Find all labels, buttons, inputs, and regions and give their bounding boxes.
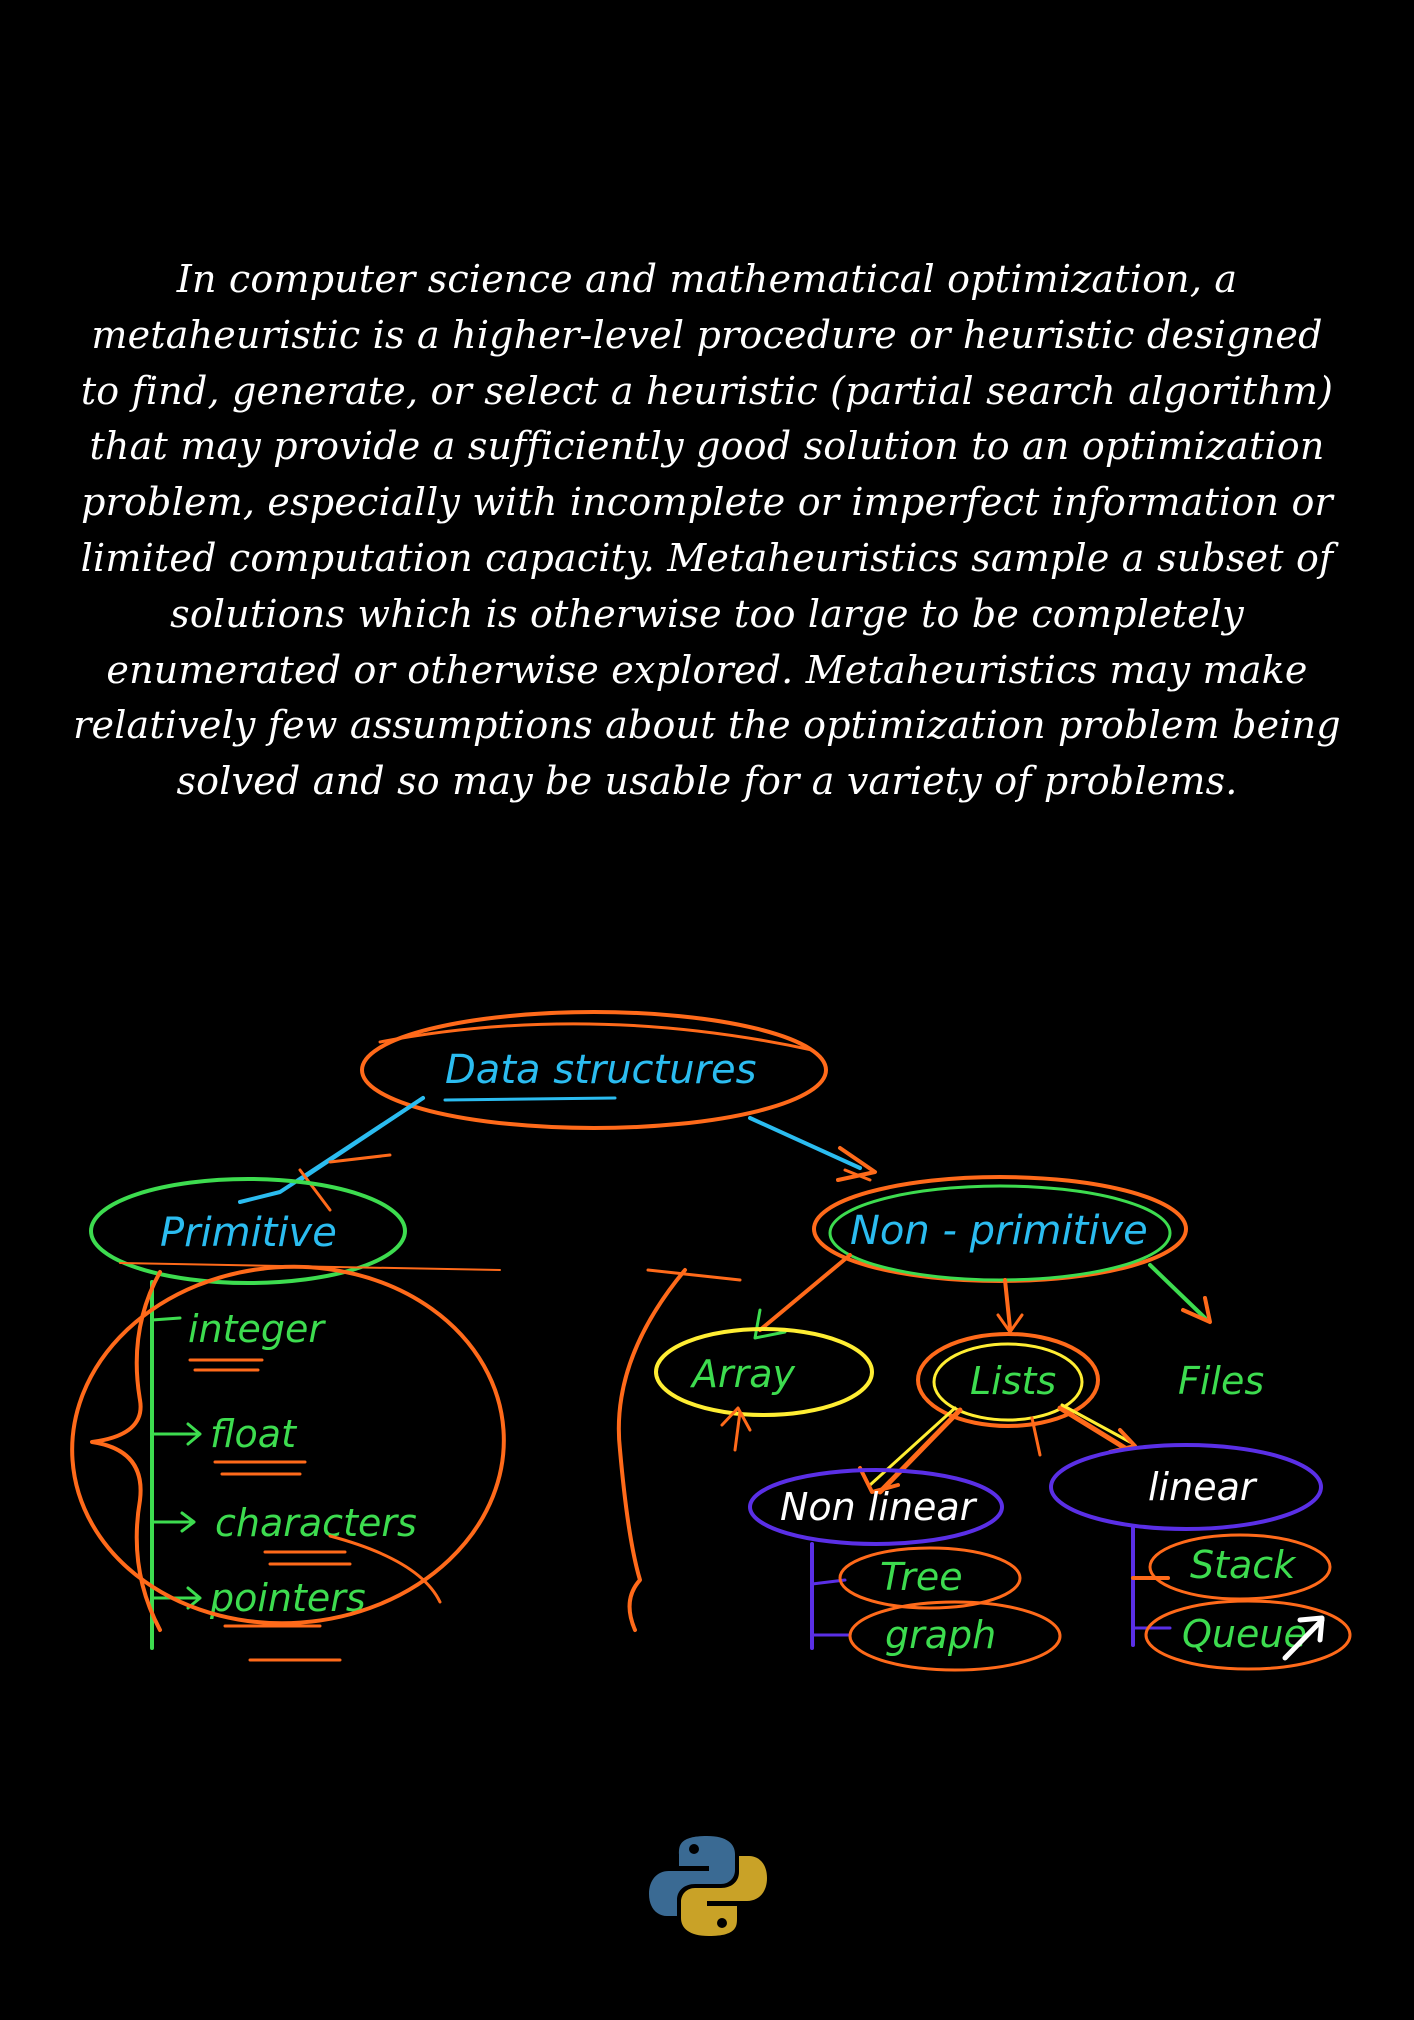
- edge-root-primitive: [238, 1096, 425, 1212]
- python-logo-icon: [649, 1836, 767, 1936]
- edge-root-nonprimitive: [748, 1116, 877, 1182]
- root-label: Data structures: [445, 1047, 756, 1093]
- linear-node: linear Stack Queue: [1049, 1443, 1352, 1671]
- files-node: Files: [1178, 1359, 1264, 1403]
- files-label: Files: [1178, 1359, 1264, 1403]
- lists-node: Lists: [916, 1332, 1100, 1428]
- linear-item: Stack: [1190, 1543, 1297, 1587]
- primitive-item: float: [210, 1412, 298, 1456]
- edge-nonprimitive-children: [753, 1253, 1212, 1340]
- linear-label: linear: [1148, 1465, 1258, 1509]
- array-node: Array: [654, 1327, 874, 1452]
- lists-label: Lists: [970, 1359, 1056, 1403]
- nonprimitive-label: Non - primitive: [850, 1208, 1148, 1254]
- root-node: Data structures: [360, 1010, 828, 1130]
- primitive-item: characters: [215, 1501, 417, 1545]
- data-structures-diagram: Data structures Primitive: [70, 1010, 1352, 1672]
- primitive-item: pointers: [209, 1576, 366, 1620]
- nonprimitive-bracket: [616, 1268, 742, 1632]
- intro-paragraph: In computer science and mathematical opt…: [73, 257, 1341, 804]
- nonlinear-label: Non linear: [780, 1485, 978, 1529]
- nonprimitive-node: Non - primitive: [812, 1175, 1188, 1283]
- array-label: Array: [689, 1352, 796, 1396]
- nonlinear-node: Non linear Tree graph: [748, 1468, 1062, 1672]
- nonlinear-item: Tree: [880, 1555, 963, 1599]
- primitive-item: integer: [188, 1307, 326, 1351]
- linear-item: Queue: [1182, 1612, 1307, 1656]
- primitive-items-group: integer float characters pointers: [70, 1264, 506, 1662]
- arrow-cursor-icon: [1282, 1615, 1325, 1661]
- nonlinear-item: graph: [885, 1613, 996, 1657]
- edge-lists-children: [858, 1403, 1137, 1495]
- primitive-label: Primitive: [160, 1210, 337, 1256]
